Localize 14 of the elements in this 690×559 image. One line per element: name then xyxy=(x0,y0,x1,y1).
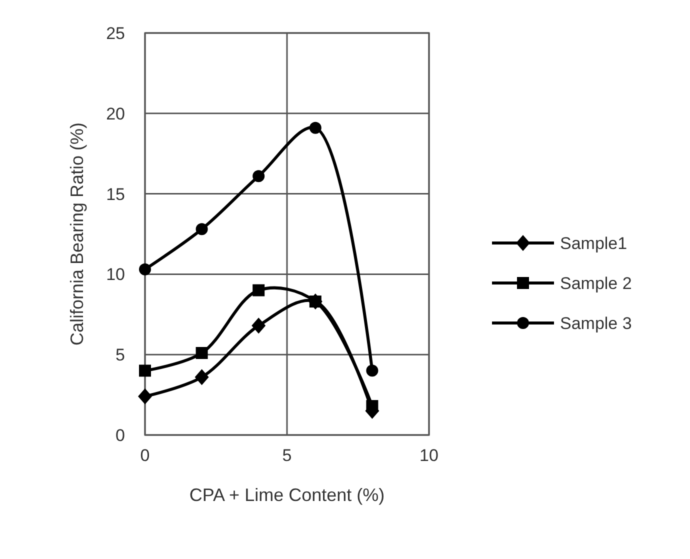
x-tick-label: 0 xyxy=(140,446,150,465)
y-tick-label: 15 xyxy=(106,184,125,204)
y-tick-label: 10 xyxy=(106,265,125,284)
legend-label: Sample 2 xyxy=(560,274,632,293)
x-tick-label: 5 xyxy=(282,446,292,465)
y-tick-label: 5 xyxy=(116,346,125,365)
y-tick-label: 20 xyxy=(106,104,125,124)
legend-label: Sample 3 xyxy=(560,314,632,333)
y-tick-label: 25 xyxy=(106,24,125,43)
legend-label: Sample1 xyxy=(560,234,628,253)
y-tick-label: 0 xyxy=(116,426,125,445)
y-axis-title: California Bearing Ratio (%) xyxy=(67,122,87,346)
x-tick-label: 10 xyxy=(420,446,438,465)
x-axis-title: CPA + Lime Content (%) xyxy=(189,485,385,505)
